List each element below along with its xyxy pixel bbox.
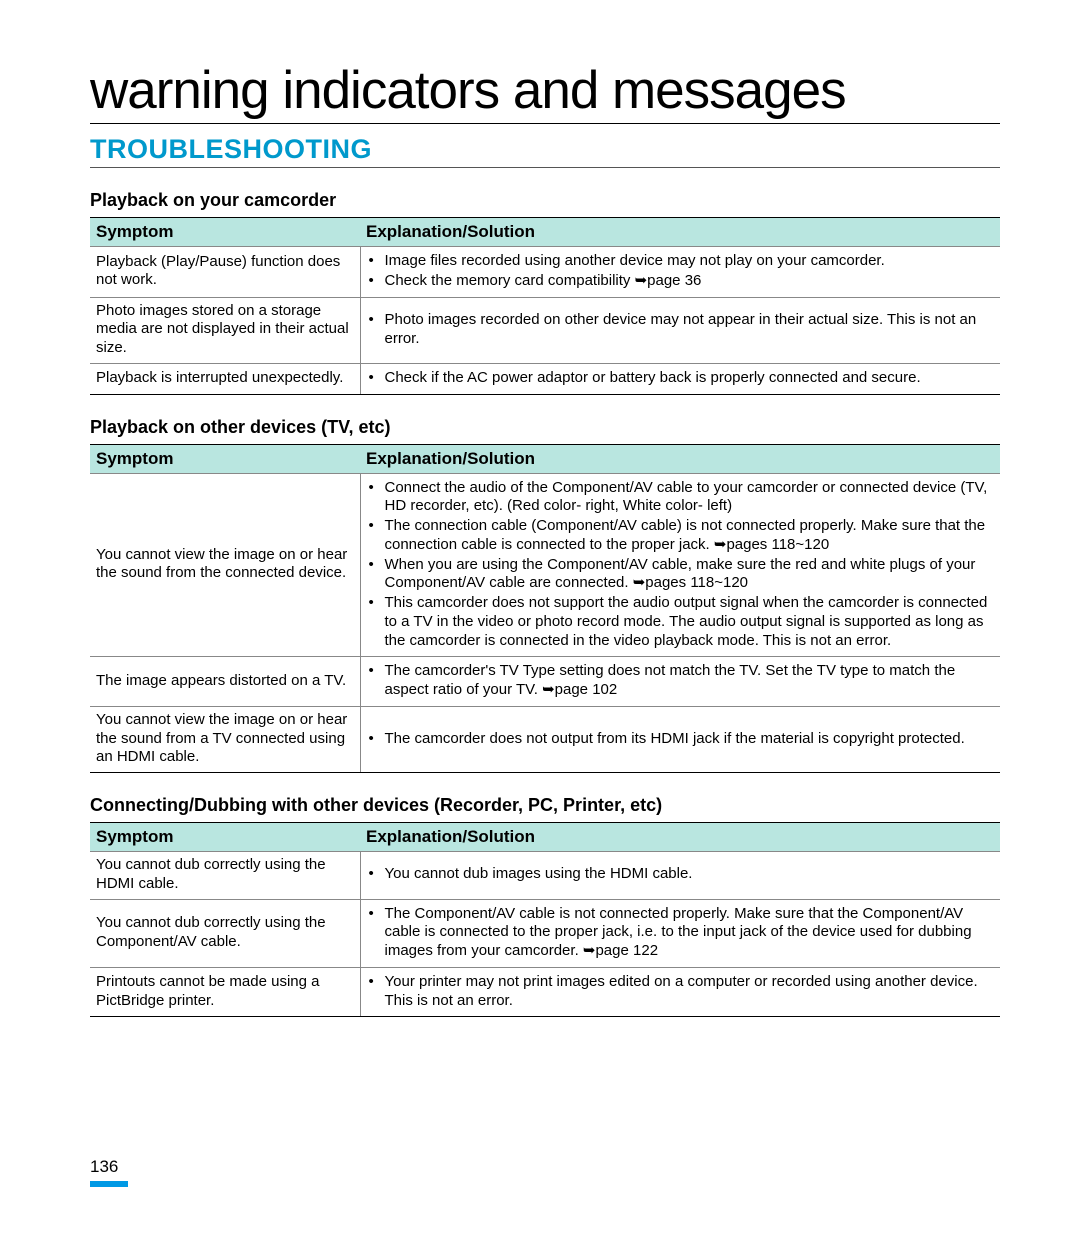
table-heading: Connecting/Dubbing with other devices (R…: [90, 795, 1000, 816]
solution-item: Connect the audio of the Component/AV ca…: [367, 479, 995, 517]
symptom-cell: Printouts cannot be made using a PictBri…: [90, 967, 360, 1017]
troubleshooting-table: SymptomExplanation/SolutionYou cannot du…: [90, 822, 1000, 1017]
col-header-symptom: Symptom: [90, 218, 360, 247]
symptom-cell: You cannot dub correctly using the HDMI …: [90, 852, 360, 900]
col-header-symptom: Symptom: [90, 444, 360, 473]
solution-cell: Connect the audio of the Component/AV ca…: [360, 473, 1000, 657]
solution-list: The camcorder's TV Type setting does not…: [367, 662, 995, 700]
page-marker: [90, 1181, 128, 1187]
symptom-cell: You cannot dub correctly using the Compo…: [90, 899, 360, 967]
page-title: warning indicators and messages: [90, 60, 1000, 124]
page-number: 136: [90, 1157, 118, 1177]
symptom-cell: The image appears distorted on a TV.: [90, 657, 360, 707]
solution-cell: Image files recorded using another devic…: [360, 247, 1000, 298]
solution-list: Your printer may not print images edited…: [367, 973, 995, 1011]
section-title: TROUBLESHOOTING: [90, 134, 1000, 168]
table-row: Printouts cannot be made using a PictBri…: [90, 967, 1000, 1017]
tables-container: Playback on your camcorderSymptomExplana…: [90, 190, 1000, 1017]
solution-item: The camcorder's TV Type setting does not…: [367, 662, 995, 700]
table-row: You cannot view the image on or hear the…: [90, 473, 1000, 657]
solution-cell: The Component/AV cable is not connected …: [360, 899, 1000, 967]
table-row: Photo images stored on a storage media a…: [90, 297, 1000, 363]
table-row: The image appears distorted on a TV.The …: [90, 657, 1000, 707]
symptom-cell: Playback (Play/Pause) function does not …: [90, 247, 360, 298]
troubleshooting-table: SymptomExplanation/SolutionPlayback (Pla…: [90, 217, 1000, 395]
solution-list: The Component/AV cable is not connected …: [367, 905, 995, 961]
solution-item: Image files recorded using another devic…: [367, 252, 995, 271]
col-header-solution: Explanation/Solution: [360, 823, 1000, 852]
solution-cell: The camcorder's TV Type setting does not…: [360, 657, 1000, 707]
table-row: Playback is interrupted unexpectedly. Che…: [90, 363, 1000, 394]
table-heading: Playback on your camcorder: [90, 190, 1000, 211]
solution-cell: The camcorder does not output from its H…: [360, 706, 1000, 772]
symptom-cell: Photo images stored on a storage media a…: [90, 297, 360, 363]
solution-list: Image files recorded using another devic…: [367, 252, 995, 291]
solution-cell: Check if the AC power adaptor or battery…: [360, 363, 1000, 394]
symptom-cell: Playback is interrupted unexpectedly.: [90, 363, 360, 394]
table-row: Playback (Play/Pause) function does not …: [90, 247, 1000, 298]
solution-item: When you are using the Component/AV cabl…: [367, 556, 995, 594]
symptom-cell: You cannot view the image on or hear the…: [90, 706, 360, 772]
solution-item: Your printer may not print images edited…: [367, 973, 995, 1011]
col-header-solution: Explanation/Solution: [360, 218, 1000, 247]
solution-item: You cannot dub images using the HDMI cab…: [367, 865, 995, 884]
col-header-symptom: Symptom: [90, 823, 360, 852]
solution-list: Photo images recorded on other device ma…: [367, 311, 995, 349]
page-content: warning indicators and messages TROUBLES…: [0, 0, 1080, 1017]
solution-list: Check if the AC power adaptor or battery…: [367, 369, 995, 388]
solution-item: The Component/AV cable is not connected …: [367, 905, 995, 961]
solution-cell: You cannot dub images using the HDMI cab…: [360, 852, 1000, 900]
solution-item: The connection cable (Component/AV cable…: [367, 517, 995, 555]
symptom-cell: You cannot view the image on or hear the…: [90, 473, 360, 657]
solution-item: The camcorder does not output from its H…: [367, 730, 995, 749]
table-row: You cannot dub correctly using the HDMI …: [90, 852, 1000, 900]
solution-item: This camcorder does not support the audi…: [367, 594, 995, 650]
solution-item: Check if the AC power adaptor or battery…: [367, 369, 995, 388]
troubleshooting-table: SymptomExplanation/SolutionYou cannot vi…: [90, 444, 1000, 774]
solution-list: Connect the audio of the Component/AV ca…: [367, 479, 995, 651]
solution-item: Check the memory card compatibility ➥pag…: [367, 272, 995, 291]
solution-cell: Your printer may not print images edited…: [360, 967, 1000, 1017]
solution-list: You cannot dub images using the HDMI cab…: [367, 865, 995, 884]
solution-list: The camcorder does not output from its H…: [367, 730, 995, 749]
solution-item: Photo images recorded on other device ma…: [367, 311, 995, 349]
table-row: You cannot view the image on or hear the…: [90, 706, 1000, 772]
table-heading: Playback on other devices (TV, etc): [90, 417, 1000, 438]
table-row: You cannot dub correctly using the Compo…: [90, 899, 1000, 967]
col-header-solution: Explanation/Solution: [360, 444, 1000, 473]
solution-cell: Photo images recorded on other device ma…: [360, 297, 1000, 363]
